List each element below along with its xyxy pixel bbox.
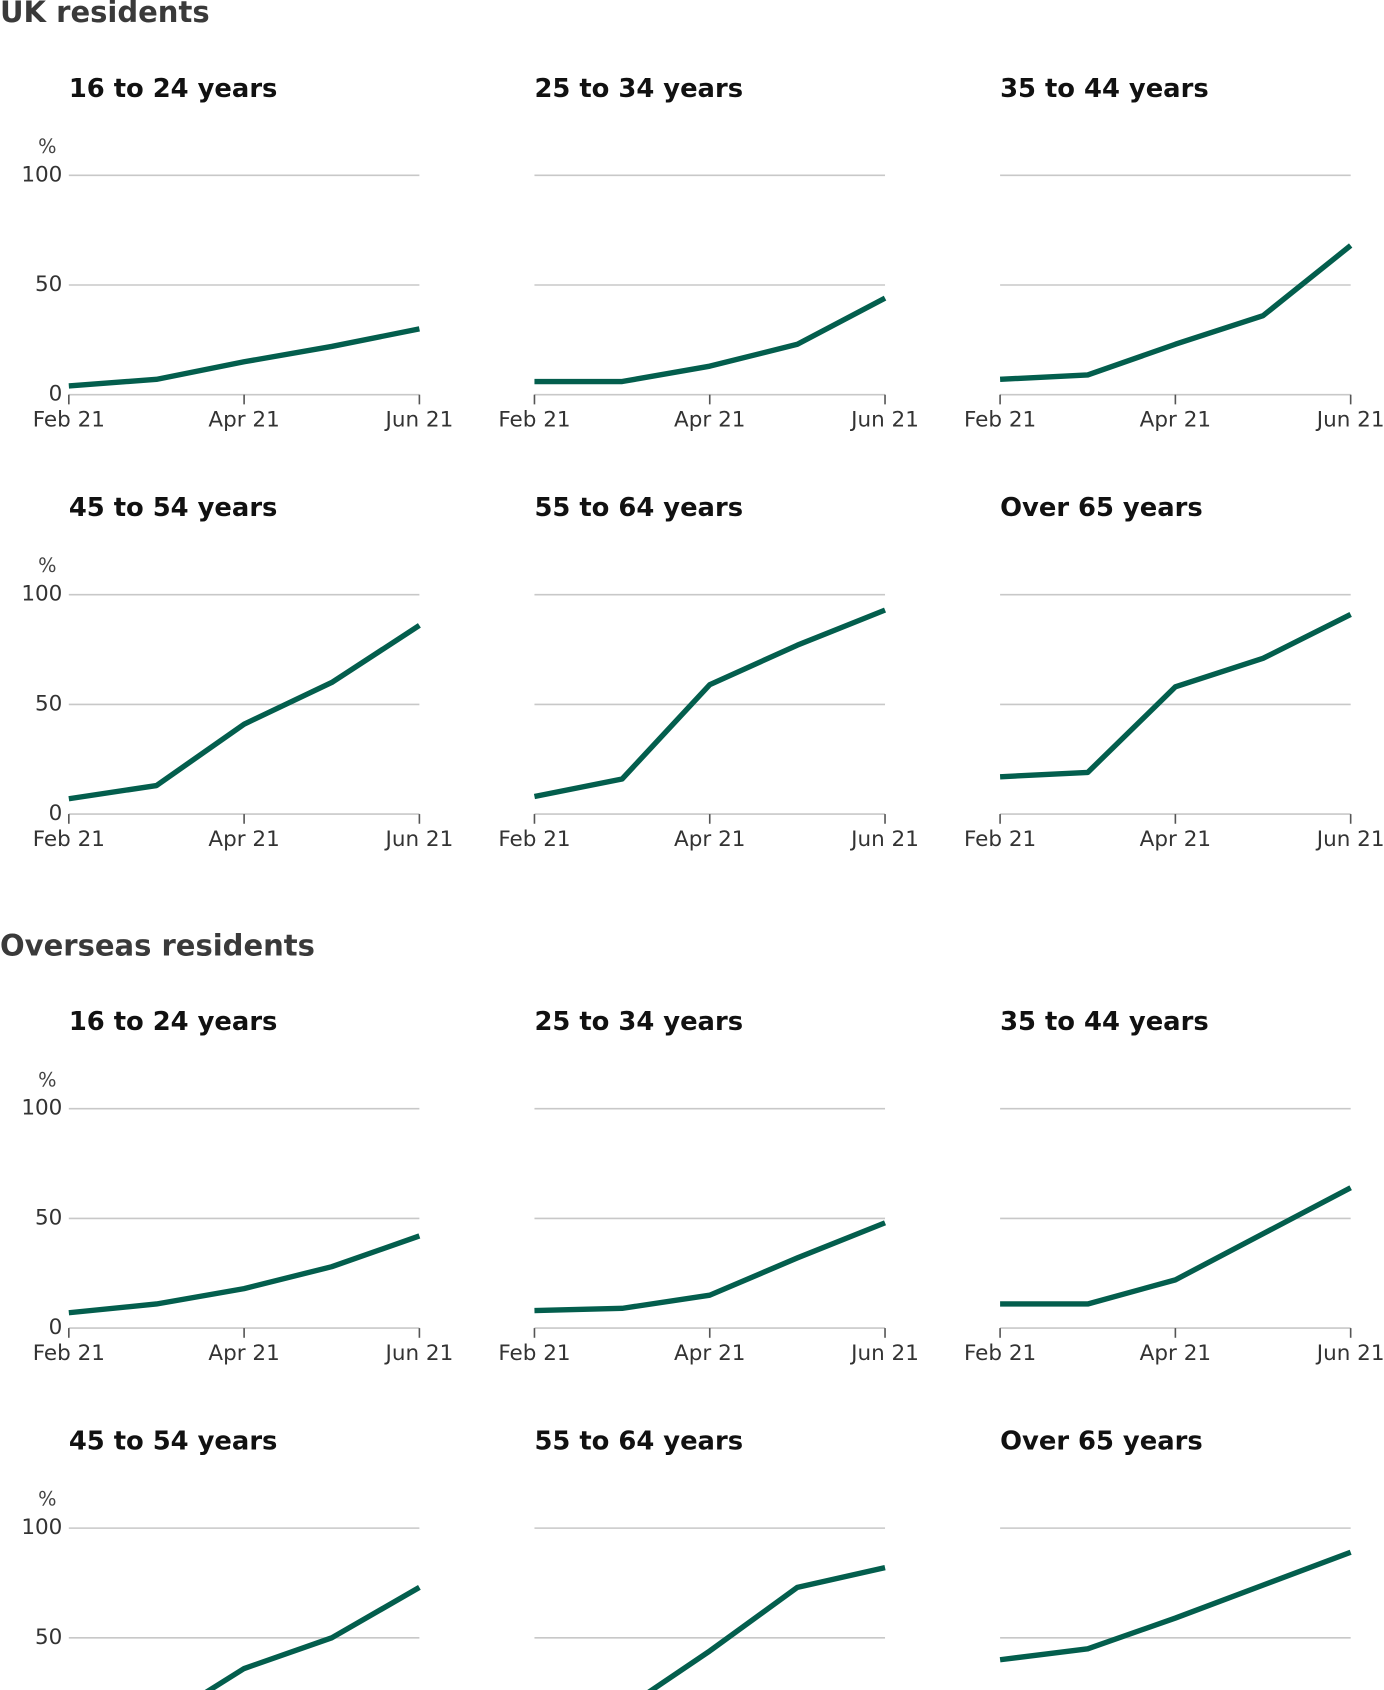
x-tick-label: Apr 21	[208, 407, 279, 432]
x-tick-label: Feb 21	[498, 407, 570, 432]
y-unit: %	[38, 554, 56, 577]
panel-title: 55 to 64 years	[534, 1427, 743, 1457]
y-tick-label: 0	[49, 382, 63, 407]
section-title: Overseas residents	[0, 928, 315, 962]
x-tick-label: Feb 21	[964, 1341, 1036, 1366]
x-tick-label: Feb 21	[964, 827, 1036, 852]
y-tick-label: 100	[21, 1515, 62, 1540]
x-tick-label: Apr 21	[1140, 827, 1211, 852]
x-tick-label: Jun 21	[849, 407, 919, 432]
x-tick-label: Jun 21	[1315, 827, 1384, 852]
x-tick-label: Jun 21	[849, 1341, 919, 1366]
panel-title: Over 65 years	[1000, 493, 1203, 523]
x-tick-label: Feb 21	[33, 407, 105, 432]
panel-title: 55 to 64 years	[534, 493, 743, 523]
panel-title: 25 to 34 years	[534, 1007, 743, 1037]
x-tick-label: Apr 21	[674, 407, 745, 432]
x-tick-label: Jun 21	[849, 827, 919, 852]
data-line	[999, 243, 1353, 383]
panel-title: Over 65 years	[1000, 1427, 1203, 1457]
x-tick-label: Feb 21	[33, 827, 105, 852]
x-tick-label: Apr 21	[208, 1341, 279, 1366]
data-line	[999, 612, 1352, 780]
y-unit: %	[38, 1488, 56, 1511]
panel-title: 45 to 54 years	[69, 493, 278, 523]
y-tick-label: 100	[21, 582, 62, 607]
x-tick-label: Jun 21	[1315, 407, 1384, 432]
x-tick-label: Feb 21	[498, 827, 570, 852]
panel-title: 35 to 44 years	[1000, 1007, 1209, 1037]
x-tick-label: Jun 21	[383, 827, 453, 852]
data-line	[1000, 1185, 1352, 1307]
panel-title: 25 to 34 years	[534, 74, 743, 104]
data-line	[647, 1564, 886, 1690]
panel-title: 16 to 24 years	[69, 74, 278, 104]
y-tick-label: 50	[35, 691, 62, 716]
x-tick-label: Jun 21	[1315, 1341, 1384, 1366]
data-line	[534, 1220, 887, 1314]
y-tick-label: 50	[35, 1205, 62, 1230]
data-line	[68, 623, 421, 802]
data-line	[999, 1549, 1352, 1663]
x-tick-label: Apr 21	[208, 827, 279, 852]
panel-title: 35 to 44 years	[1000, 74, 1209, 104]
y-tick-label: 50	[35, 272, 62, 297]
panel-title: 45 to 54 years	[69, 1427, 278, 1457]
y-unit: %	[38, 1068, 56, 1091]
x-tick-label: Apr 21	[674, 827, 745, 852]
section-title: UK residents	[0, 0, 210, 29]
y-tick-label: 0	[49, 801, 63, 826]
y-tick-label: 100	[21, 162, 62, 187]
x-tick-label: Jun 21	[383, 407, 453, 432]
data-line	[534, 295, 887, 385]
x-tick-label: Feb 21	[964, 407, 1036, 432]
x-tick-label: Feb 21	[33, 1341, 105, 1366]
data-line	[533, 607, 887, 800]
y-tick-label: 50	[35, 1625, 62, 1650]
x-tick-label: Feb 21	[498, 1341, 570, 1366]
y-tick-label: 0	[49, 1315, 63, 1340]
data-line	[68, 1233, 421, 1316]
y-unit: %	[38, 135, 56, 158]
x-tick-label: Apr 21	[674, 1341, 745, 1366]
x-tick-label: Apr 21	[1140, 407, 1211, 432]
x-tick-label: Apr 21	[1140, 1341, 1211, 1366]
x-tick-label: Jun 21	[383, 1341, 453, 1366]
panel-title: 16 to 24 years	[69, 1007, 278, 1037]
y-tick-label: 100	[21, 1096, 62, 1121]
data-line	[68, 326, 420, 389]
data-line	[204, 1585, 421, 1690]
